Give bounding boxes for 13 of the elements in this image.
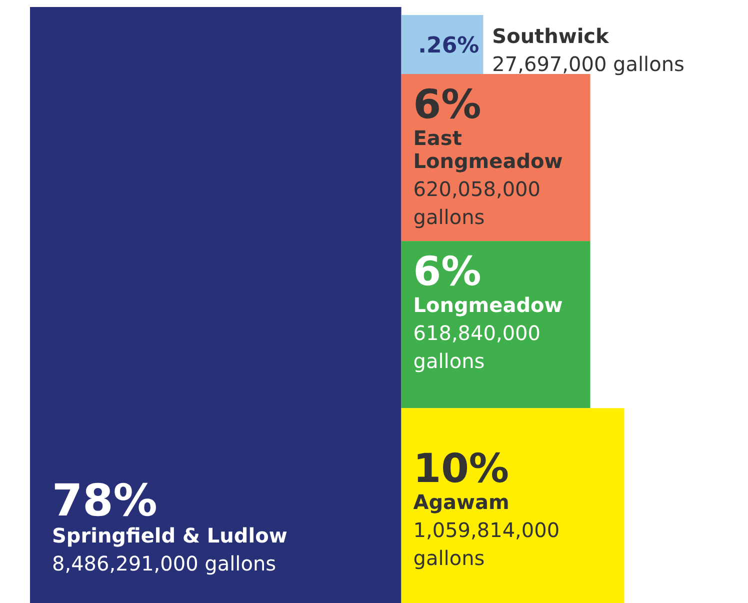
text: 1,059,814,000 gallons — [413, 518, 560, 570]
category-label: Agawam — [413, 490, 510, 514]
text: 618,840,000 gallons — [413, 321, 541, 374]
data-label: 10% — [413, 446, 510, 492]
data-label: 6% — [413, 82, 482, 128]
data-label: .26% — [418, 34, 480, 58]
text: 620,058,000 gallons — [413, 177, 541, 229]
category-label: Longmeadow — [413, 293, 563, 318]
text: 27,697,000 gallons — [492, 52, 684, 76]
text: 8,486,291,000 gallons — [52, 551, 276, 576]
category-label: Southwick — [492, 24, 610, 48]
data-label: 6% — [413, 249, 482, 296]
category-label: East Longmeadow — [413, 126, 563, 173]
